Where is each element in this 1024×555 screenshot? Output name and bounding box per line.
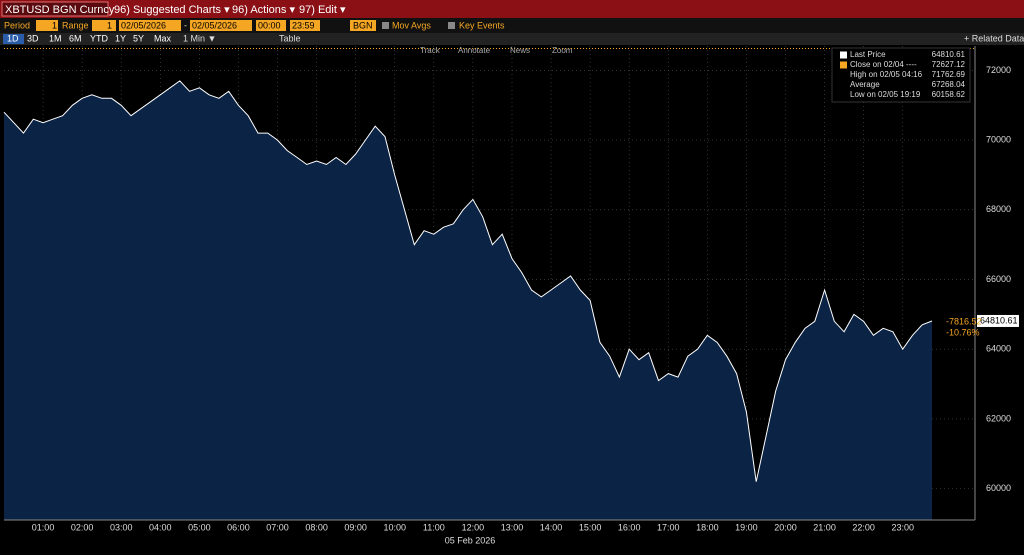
y-tick-label: 64000 xyxy=(986,344,1011,354)
last-price-box xyxy=(977,314,1019,327)
x-tick-label: 13:00 xyxy=(501,522,524,532)
period-button[interactable]: 1Y xyxy=(115,33,126,43)
key-events[interactable]: Key Events xyxy=(459,20,505,30)
x-tick-label: 03:00 xyxy=(110,522,133,532)
field[interactable] xyxy=(256,20,286,31)
legend-label: Low on 02/05 19:19 xyxy=(850,90,921,99)
legend-swatch xyxy=(840,51,847,59)
area xyxy=(4,80,933,521)
legend-value: 64810.61 xyxy=(932,50,966,59)
field[interactable] xyxy=(119,20,181,31)
x-tick-label: 06:00 xyxy=(227,522,250,532)
chart-tool[interactable]: Zoom xyxy=(552,46,573,55)
x-tick-label: 22:00 xyxy=(852,522,875,532)
y-tick-label: 66000 xyxy=(986,274,1011,284)
range[interactable]: 1 xyxy=(107,20,112,30)
menu[interactable]: 96) Actions ▾ xyxy=(232,4,295,16)
period-button[interactable]: 1D xyxy=(7,33,19,43)
legend-label: Average xyxy=(850,80,880,89)
chart-tool[interactable]: Annotate xyxy=(458,46,491,55)
period-button[interactable]: Max xyxy=(154,33,172,43)
interval[interactable]: 1 Min ▼ xyxy=(183,33,216,43)
legend-label: Last Price xyxy=(850,50,886,59)
legend-swatch xyxy=(840,61,847,69)
legend-label: Close on 02/04 ---- xyxy=(850,60,917,69)
x-tick-label: 02:00 xyxy=(71,522,94,532)
ticker[interactable]: XBTUSD BGN Curncy xyxy=(5,4,115,16)
x-tick-label: 05:00 xyxy=(188,522,211,532)
x-tick-label: 16:00 xyxy=(618,522,641,532)
x-tick-label: 01:00 xyxy=(32,522,55,532)
y-tick-label: 72000 xyxy=(986,65,1011,75)
change-pct: -10.76% xyxy=(946,327,980,337)
x-tick-label: 17:00 xyxy=(657,522,680,532)
start-time[interactable]: 00:00 xyxy=(258,20,281,30)
legend-box xyxy=(831,47,971,103)
header-bar xyxy=(0,0,1024,18)
checkbox[interactable] xyxy=(448,22,455,29)
price-line xyxy=(3,80,933,482)
end-date[interactable]: 02/05/2026 xyxy=(192,20,237,30)
source[interactable]: BGN xyxy=(353,20,373,30)
menu[interactable]: 97) Edit ▾ xyxy=(299,4,346,16)
x-tick-label: 04:00 xyxy=(149,522,172,532)
start-date[interactable]: 02/05/2026 xyxy=(121,20,166,30)
checkbox[interactable] xyxy=(382,22,389,29)
field[interactable] xyxy=(92,20,116,31)
period-button[interactable]: 6M xyxy=(69,33,82,43)
field[interactable] xyxy=(190,20,252,31)
x-tick-label: 09:00 xyxy=(344,522,367,532)
ticker-box[interactable] xyxy=(1,1,109,17)
selected-period xyxy=(3,34,24,44)
x-tick-label: 19:00 xyxy=(735,522,758,532)
change: -7816.52 xyxy=(946,316,982,326)
x-tick-label: 21:00 xyxy=(813,522,836,532)
x-tick-label: 14:00 xyxy=(540,522,563,532)
x-tick-label: 07:00 xyxy=(266,522,289,532)
table[interactable]: Table xyxy=(279,33,301,43)
legend-value: 71762.69 xyxy=(932,70,966,79)
field[interactable] xyxy=(350,20,376,31)
chart-tool[interactable]: Track xyxy=(420,46,441,55)
legend-label: High on 02/05 04:16 xyxy=(850,70,923,79)
legend-value: 67268.04 xyxy=(932,80,966,89)
x-tick-label: 15:00 xyxy=(579,522,602,532)
x-tick-label: 23:00 xyxy=(891,522,914,532)
x-tick-label: 20:00 xyxy=(774,522,797,532)
end-time[interactable]: 23:59 xyxy=(292,20,315,30)
x-axis-label: 05 Feb 2026 xyxy=(445,535,496,545)
period-button[interactable]: YTD xyxy=(90,33,109,43)
y-tick-label: 68000 xyxy=(986,204,1011,214)
x-tick-label: 11:00 xyxy=(423,522,445,532)
period-bar xyxy=(0,33,1024,45)
dash: - xyxy=(184,20,187,30)
x-tick-label: 08:00 xyxy=(305,522,328,532)
x-tick-label: 12:00 xyxy=(462,522,485,532)
label: Period xyxy=(4,20,30,30)
label: Range xyxy=(62,20,89,30)
x-tick-label: 18:00 xyxy=(696,522,719,532)
period-button[interactable]: 3D xyxy=(27,33,39,43)
related-data[interactable]: + Related Data xyxy=(964,33,1024,43)
legend-value: 60158.62 xyxy=(932,90,966,99)
field[interactable] xyxy=(290,20,320,31)
field[interactable] xyxy=(36,20,58,31)
menu[interactable]: 96) Suggested Charts ▾ xyxy=(114,4,230,16)
legend-value: 72627.12 xyxy=(932,60,966,69)
chart-tool[interactable]: News xyxy=(510,46,530,55)
y-tick-label: 62000 xyxy=(986,413,1011,423)
period-button[interactable]: 1M xyxy=(49,33,62,43)
period[interactable]: 1 xyxy=(52,20,57,30)
y-tick-label: 70000 xyxy=(986,134,1011,144)
x-tick-label: 10:00 xyxy=(383,522,406,532)
y-tick-label: 60000 xyxy=(986,483,1011,493)
period-button[interactable]: 5Y xyxy=(133,33,144,43)
mov-avgs[interactable]: Mov Avgs xyxy=(392,20,431,30)
last-price-label: 64810.61 xyxy=(980,315,1018,325)
